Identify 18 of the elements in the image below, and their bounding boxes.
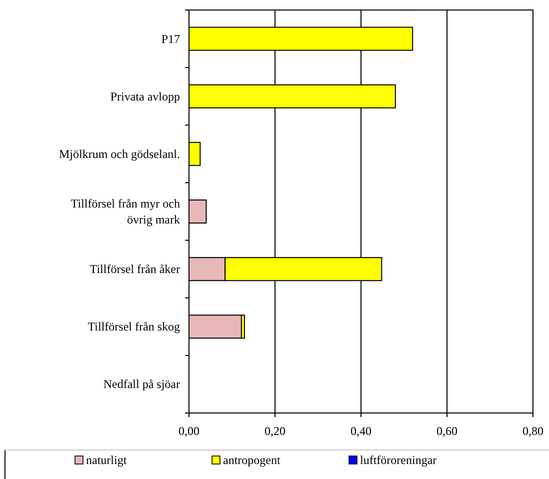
y-tick-label: Tillförsel från skog	[88, 320, 180, 334]
y-tick-label: Tillförsel från myr och övrig mark	[70, 196, 180, 226]
x-tick-label: 0,60	[436, 424, 458, 438]
legend-label: naturligt	[86, 453, 128, 467]
y-tick-label: P17	[161, 32, 180, 46]
bar	[188, 314, 242, 339]
y-tick-label: Privata avlopp	[110, 89, 180, 104]
bar	[188, 142, 201, 166]
x-tick-label: 0,20	[264, 424, 286, 438]
legend-label: antropogent	[223, 453, 281, 467]
x-tick-label: 0,80	[522, 424, 544, 438]
y-tick-label: Tillförsel från åker	[90, 262, 180, 276]
x-tick-label: 0,40	[350, 424, 372, 438]
y-tick-label: Nedfall på sjöar	[103, 377, 180, 392]
y-tick-label: Mjölkrum och gödselanl.	[59, 146, 180, 161]
bar	[188, 199, 207, 224]
x-tick-label: 0,00	[178, 424, 200, 438]
legend-label: luftföroreningar	[360, 453, 437, 467]
